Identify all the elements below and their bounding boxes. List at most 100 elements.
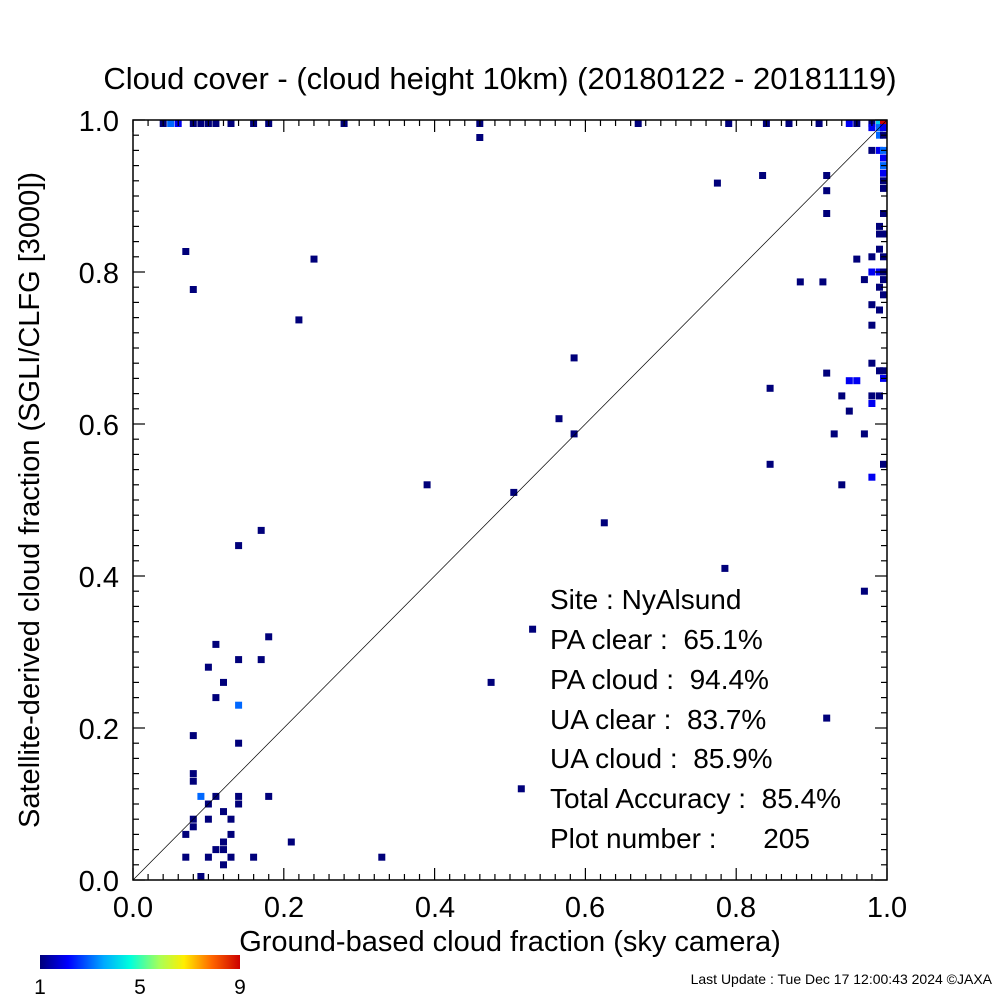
y-tick-label: 1.0 (79, 106, 119, 138)
data-point (880, 210, 887, 217)
data-point (189, 286, 197, 293)
colorbar-tick-labels: 1 5 9 (34, 976, 246, 999)
data-point (880, 460, 887, 468)
y-tick-label: 0.4 (79, 562, 119, 594)
data-point (868, 268, 876, 276)
data-point (815, 120, 823, 127)
stat-total-accuracy: Total Accuracy : 85.4% (550, 783, 841, 814)
data-point (235, 656, 243, 664)
data-point (876, 230, 883, 238)
data-point (227, 815, 235, 823)
data-point (823, 714, 831, 722)
data-point (227, 830, 235, 838)
data-point (212, 846, 220, 854)
data-point (853, 377, 861, 385)
data-point (880, 291, 887, 299)
y-tick-labels: 0.0 0.2 0.4 0.6 0.8 1.0 (79, 106, 119, 898)
data-point (423, 481, 431, 489)
x-tick-labels: 0.0 0.2 0.4 0.6 0.8 1.0 (113, 892, 907, 924)
data-point (868, 253, 876, 261)
y-tick-label: 0.6 (79, 410, 119, 442)
data-point (766, 384, 774, 392)
data-point (227, 120, 235, 127)
data-point (204, 815, 212, 823)
x-tick-label: 0.0 (113, 892, 153, 924)
data-point (845, 120, 853, 127)
data-point (212, 694, 220, 702)
data-point (876, 245, 883, 253)
data-point (868, 146, 876, 154)
data-point (880, 169, 887, 177)
data-point (235, 542, 243, 550)
data-point (880, 230, 887, 238)
data-point (880, 367, 887, 375)
data-point (868, 124, 876, 132)
data-point (876, 120, 883, 127)
stat-plot-number: Plot number : 205 (550, 823, 810, 854)
x-tick-label: 0.8 (716, 892, 756, 924)
data-point (257, 526, 265, 534)
data-point (868, 473, 876, 481)
data-point (766, 460, 774, 468)
data-point (860, 276, 868, 284)
data-point (860, 430, 868, 438)
data-point (227, 853, 235, 861)
data-point (250, 853, 258, 861)
data-point (265, 633, 273, 641)
data-point (785, 120, 793, 127)
colorbar-tick-label: 5 (134, 976, 146, 999)
colorbar-tick-label: 9 (234, 976, 246, 999)
data-point (876, 131, 883, 139)
data-point (189, 732, 197, 740)
data-point (310, 255, 318, 263)
data-point (189, 823, 197, 831)
x-tick-label: 0.6 (565, 892, 605, 924)
data-point (570, 354, 578, 362)
x-tick-label: 0.4 (415, 892, 455, 924)
last-update-footer: Last Update : Tue Dec 17 12:00:43 2024 ©… (691, 971, 993, 987)
x-tick-label: 1.0 (867, 892, 907, 924)
data-point (555, 415, 563, 423)
data-point (868, 301, 876, 309)
data-point (823, 187, 831, 195)
stats-box: Site : NyAlsund PA clear : 65.1% PA clou… (550, 584, 841, 854)
data-point (876, 283, 883, 291)
data-point (220, 861, 227, 869)
y-tick-label: 0.0 (79, 866, 119, 898)
data-point (197, 792, 205, 800)
data-point (476, 134, 484, 141)
data-point (634, 120, 642, 127)
data-point (235, 800, 243, 808)
data-point (868, 392, 876, 400)
data-point (182, 830, 190, 838)
stat-pa-cloud: PA cloud : 94.4% (550, 664, 769, 695)
axis-ticks (132, 119, 888, 881)
data-point (197, 873, 205, 880)
data-point (212, 640, 220, 648)
data-point (880, 124, 887, 132)
data-point (510, 488, 518, 496)
data-point (220, 846, 227, 854)
data-point (600, 519, 608, 527)
stat-ua-cloud: UA cloud : 85.9% (550, 743, 773, 774)
data-point (570, 430, 578, 438)
data-point (823, 210, 831, 217)
data-point (529, 625, 537, 633)
data-point (235, 792, 243, 800)
data-point (838, 481, 846, 489)
data-point (257, 656, 265, 664)
data-point (721, 564, 729, 572)
data-point (487, 678, 495, 686)
data-point (838, 392, 846, 400)
data-point (378, 853, 386, 861)
colorbar-tick-label: 1 (34, 976, 46, 999)
data-point (876, 367, 883, 375)
data-point (713, 179, 721, 187)
data-point (182, 248, 190, 255)
data-point (823, 172, 831, 179)
plot-points (159, 120, 887, 880)
data-point (823, 369, 831, 377)
data-point (830, 430, 838, 438)
data-point (845, 377, 853, 385)
